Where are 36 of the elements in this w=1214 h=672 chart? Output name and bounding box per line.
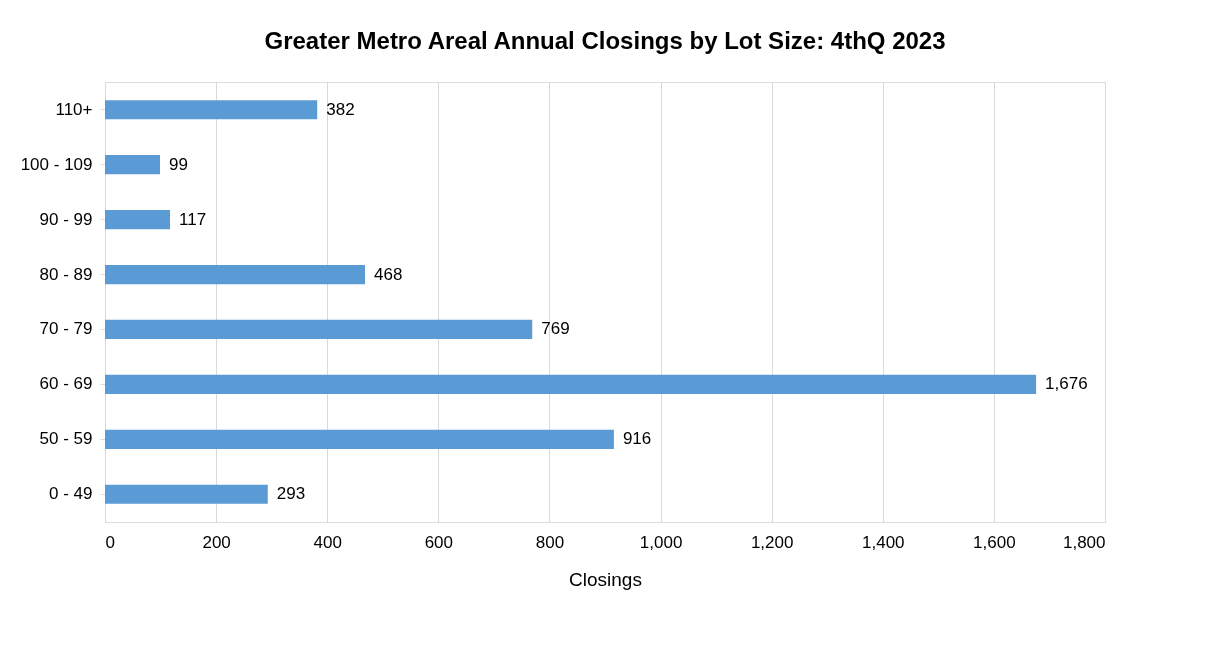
y-tick-label: 80 - 89	[39, 264, 93, 284]
bar	[105, 374, 1037, 395]
bar	[105, 100, 318, 120]
data-label: 382	[326, 99, 355, 119]
x-tick-label: 400	[313, 532, 342, 552]
data-label: 117	[179, 209, 207, 229]
data-label: 468	[374, 264, 403, 284]
x-axis-title: Closings	[569, 568, 642, 590]
y-tick-label: 60 - 69	[39, 374, 93, 394]
x-tick-label: 1,600	[973, 532, 1016, 552]
y-tick-label: 100 - 109	[20, 154, 93, 174]
y-tick-label: 90 - 99	[39, 209, 93, 229]
bar	[105, 155, 160, 175]
data-label: 1,676	[1045, 374, 1088, 394]
x-tick-label: 1,200	[750, 532, 794, 552]
chart-title: Greater Metro Areal Annual Closings by Lot Size: 4thQ 2023	[264, 27, 946, 54]
data-label: 293	[276, 484, 306, 504]
bar	[105, 209, 170, 230]
bar	[105, 319, 533, 340]
y-tick-label: 0 - 49	[49, 484, 93, 504]
bar	[105, 484, 268, 504]
x-tick-label: 0	[105, 532, 115, 552]
x-tick-label: 800	[535, 532, 565, 552]
bar	[105, 264, 365, 285]
bar	[105, 429, 614, 449]
x-tick-label: 1,400	[862, 532, 905, 552]
x-tick-label: 200	[202, 532, 231, 552]
x-tick-label: 1,800	[1062, 532, 1106, 552]
data-label: 99	[169, 154, 188, 174]
x-tick-label: 600	[424, 532, 454, 552]
data-label: 769	[541, 319, 570, 339]
x-tick-label: 1,000	[639, 532, 683, 552]
y-tick-label: 50 - 59	[39, 429, 93, 449]
y-tick-label: 70 - 79	[39, 319, 93, 339]
data-label: 916	[622, 429, 652, 449]
y-tick-label: 110+	[55, 99, 93, 119]
